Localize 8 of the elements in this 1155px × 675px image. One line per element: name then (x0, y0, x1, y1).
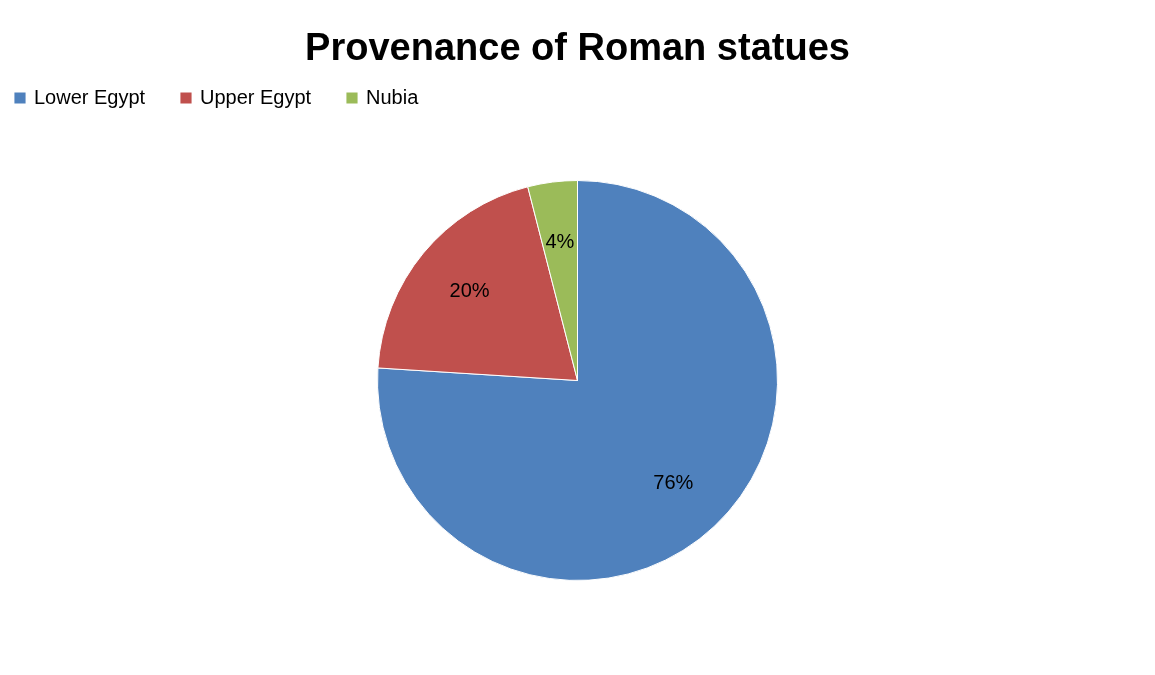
legend-label: Lower Egypt (34, 86, 146, 108)
pie-slice (377, 180, 778, 581)
legend-label: Nubia (366, 86, 420, 108)
data-label: 76% (653, 470, 694, 493)
chart-title: Provenance of Roman statues (305, 26, 850, 68)
data-label: 20% (449, 279, 490, 302)
data-label: 4% (545, 229, 575, 252)
legend-label: Upper Egypt (200, 86, 312, 108)
